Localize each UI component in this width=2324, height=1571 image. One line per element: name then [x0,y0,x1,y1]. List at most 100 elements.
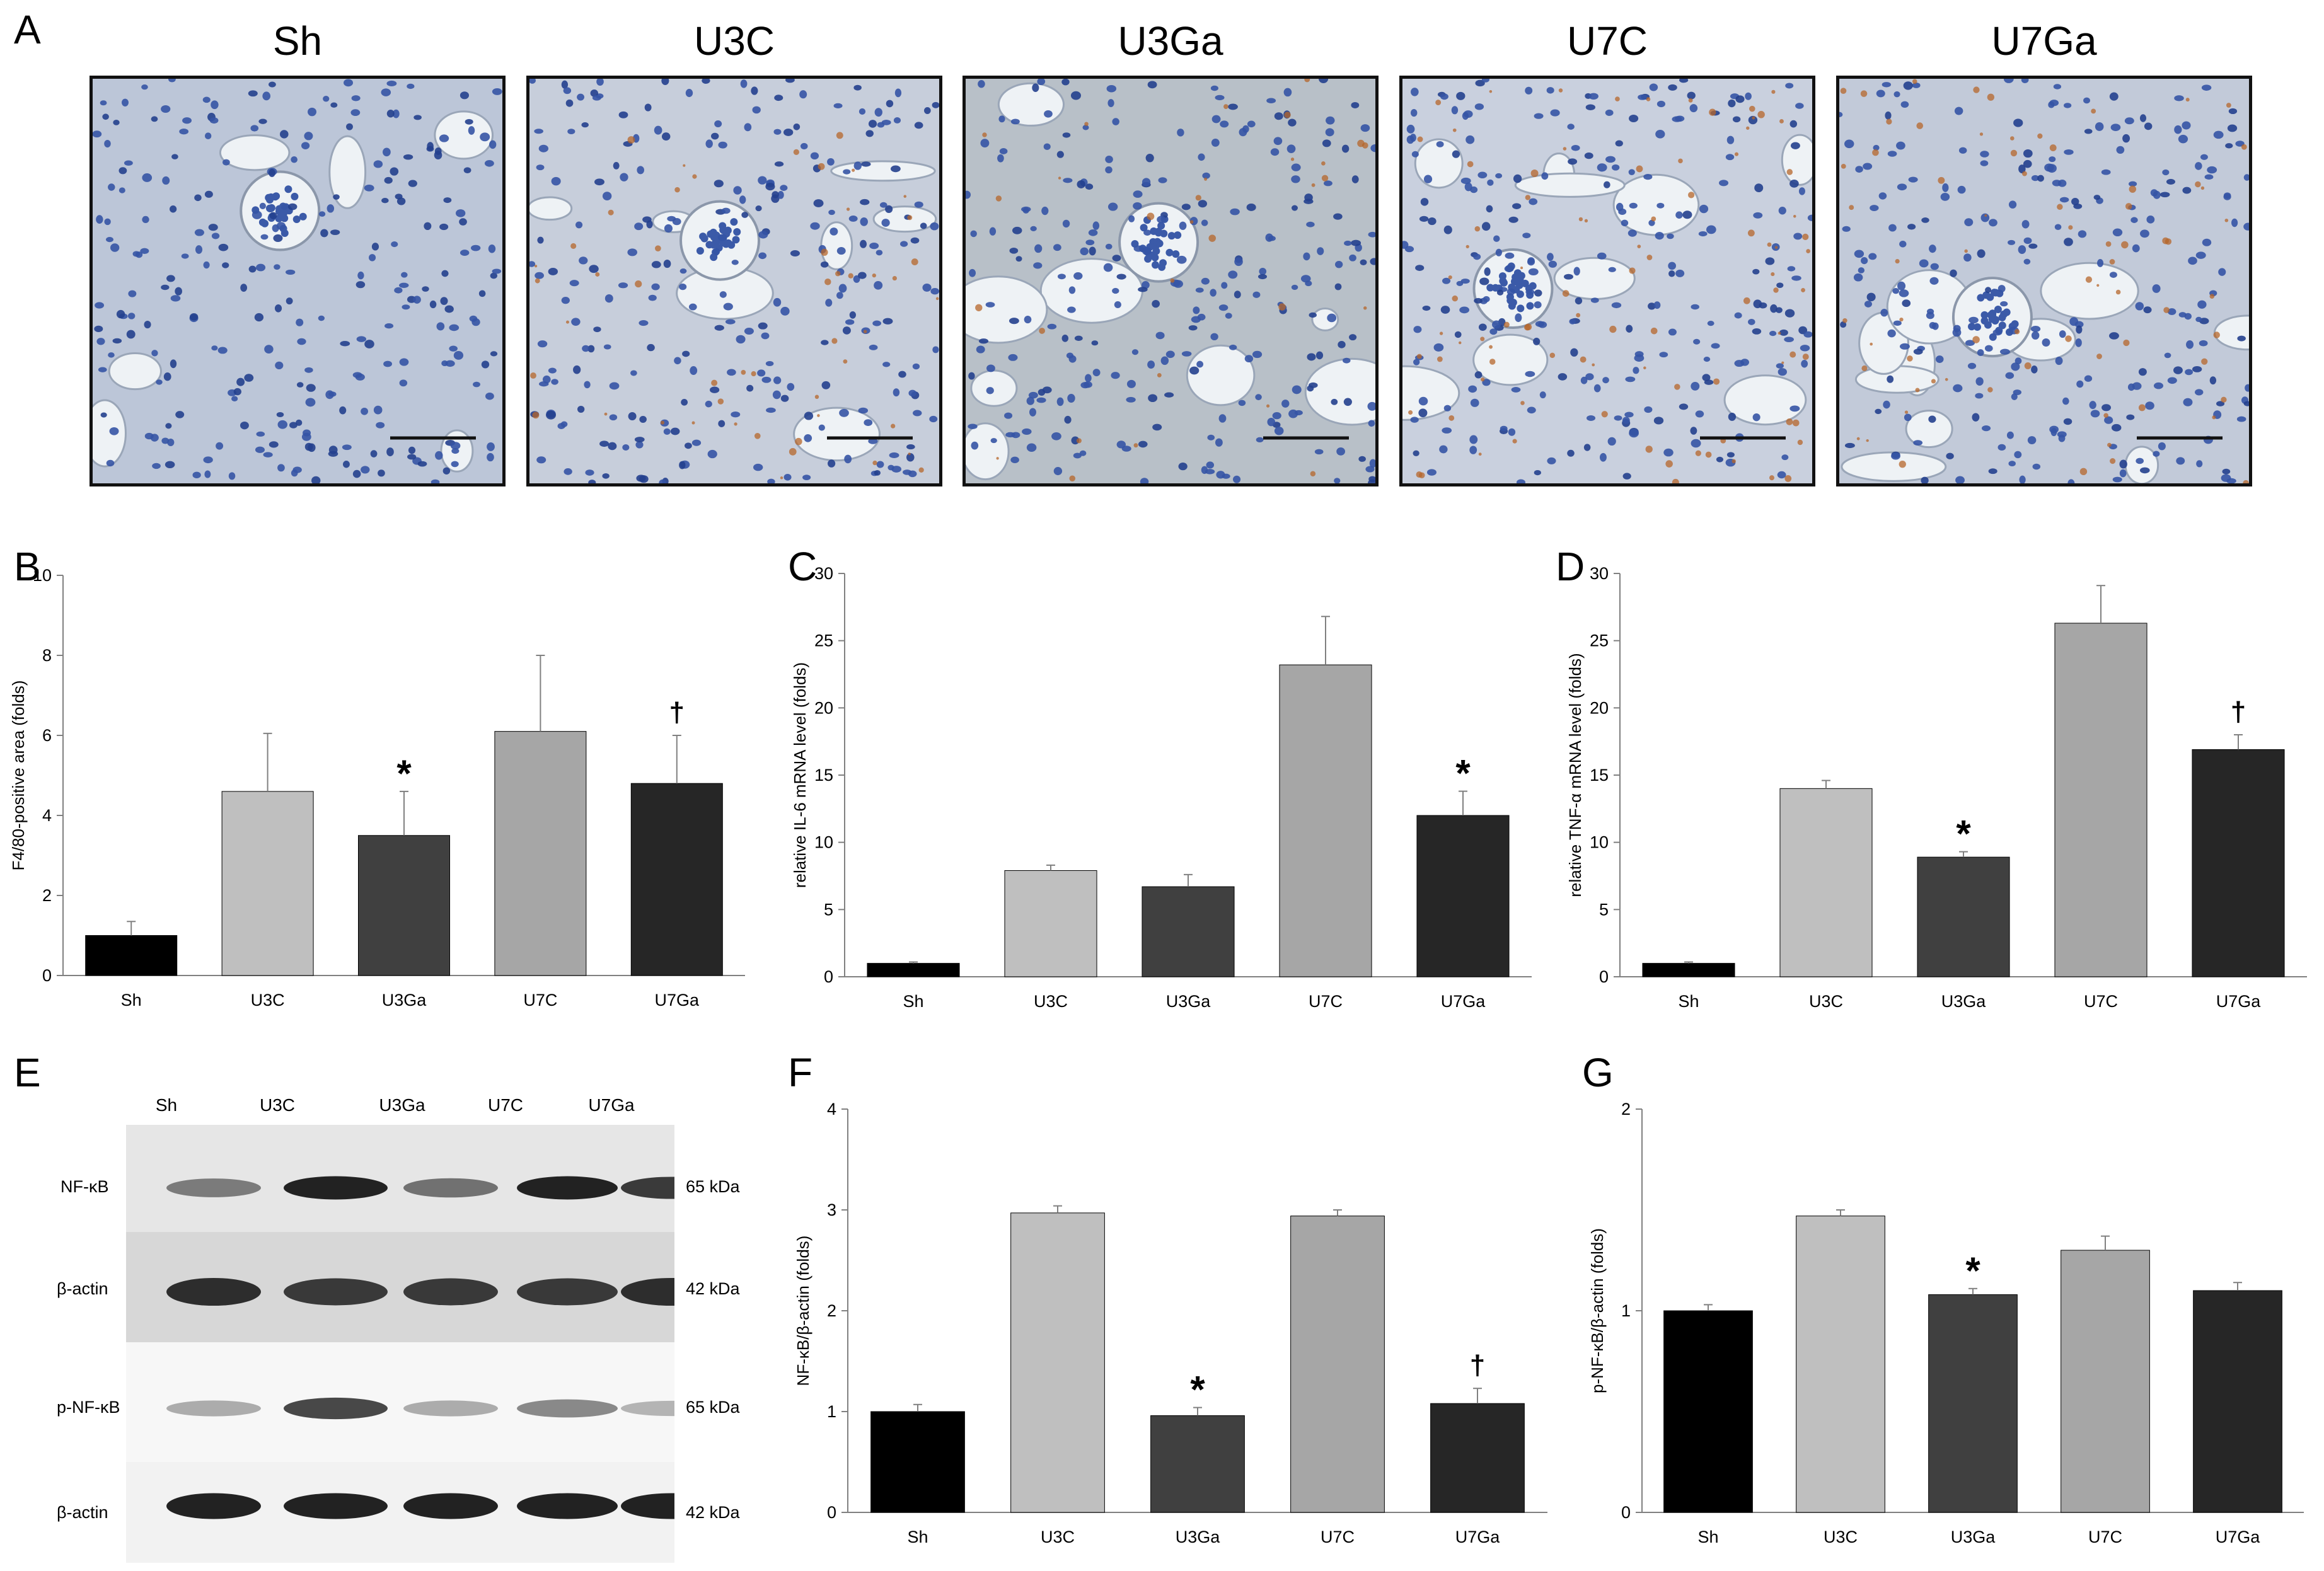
f4-80-stain [1480,337,1485,342]
nucleus [1360,124,1370,132]
nucleus [1044,110,1053,118]
nucleus [102,113,109,120]
nucleus [1486,205,1493,213]
nucleus [2013,389,2022,396]
nucleus [1546,87,1554,94]
nucleus [1735,95,1745,103]
nucleus [487,452,494,462]
nucleus [630,370,637,376]
f4-80-stain [2037,133,2043,139]
f4-80-stain [1290,158,1295,161]
nucleus [1215,438,1223,447]
nucleus [1500,425,1508,432]
nucleus [1487,179,1494,186]
nucleus [273,234,283,242]
nucleus [236,377,245,386]
nucleus [1568,158,1578,165]
nucleus [773,297,782,307]
nucleus [920,222,927,229]
nucleus [858,407,869,414]
nucleus [1067,306,1076,313]
nucleus [1419,216,1429,222]
nucleus [1121,446,1131,452]
nucleus [2199,340,2208,347]
nucleus [997,154,1004,163]
nucleus [1853,273,1863,282]
nucleus [2019,475,2026,483]
nucleus [758,322,768,330]
f4-80-stain [1157,372,1162,377]
nucleus [2228,108,2238,115]
nucleus [833,103,843,108]
nucleus [2004,79,2014,83]
nucleus [1624,411,1634,418]
nucleus [297,338,306,345]
nucleus [1091,340,1099,346]
nucleus [1776,307,1783,313]
nucleus [739,195,746,204]
nucleus [429,300,437,309]
nucleus [874,469,881,476]
nucleus [1273,137,1283,146]
nucleus [171,154,178,159]
nucleus [758,231,768,239]
nucleus [1548,260,1558,268]
f4-80-stain [1520,267,1523,270]
nucleus [582,345,590,352]
f4-80-stain [1734,152,1739,156]
nucleus [1800,345,1810,352]
nucleus [2135,302,2144,311]
nucleus [860,199,870,205]
f4-80-stain [1784,475,1792,482]
nucleus [705,400,712,408]
nucleus [767,478,775,483]
nucleus [280,204,288,210]
x-tick-label: U3C [251,991,285,1008]
nucleus [1107,99,1114,108]
f4-80-stain [817,414,820,417]
nucleus [440,297,448,305]
tubule-lumen [2040,262,2139,320]
nucleus [618,282,628,289]
nucleus [2049,156,2056,163]
nucleus [340,340,350,347]
nucleus [2090,410,2100,418]
nucleus [399,282,409,288]
nucleus [330,229,340,235]
nucleus [211,100,219,110]
nucleus [1525,289,1535,295]
nucleus [304,132,313,141]
nucleus [1707,320,1714,326]
f4-80-stain [683,164,686,167]
nucleus [2047,164,2057,173]
nucleus [330,102,338,108]
nucleus [356,281,366,289]
f4-80-stain [1964,249,1968,253]
nucleus [2188,256,2197,265]
nucleus [280,214,289,222]
f4-80-stain [1416,354,1422,359]
nucleus [1333,213,1343,220]
nucleus [275,361,284,370]
nucleus [551,379,558,385]
tubule-lumen [1905,410,1953,449]
nucleus [1306,221,1315,227]
nucleus [744,328,754,335]
nucleus [2164,352,2171,359]
nucleus [1752,413,1760,422]
nucleus [1406,135,1414,144]
nucleus [342,444,352,451]
f4-80-stain [2212,415,2216,420]
nucleus [386,447,394,457]
nucleus [1426,469,1437,476]
nucleus [1492,320,1501,329]
f4-80-stain [1907,355,1913,362]
f4-80-stain [975,304,983,311]
f4-80-stain [1860,90,1868,97]
f4-80-stain [1208,234,1217,242]
f4-80-stain [1563,147,1567,151]
nucleus [1452,150,1460,158]
nucleus [1092,221,1100,230]
nucleus [761,332,770,340]
nucleus [986,364,995,372]
